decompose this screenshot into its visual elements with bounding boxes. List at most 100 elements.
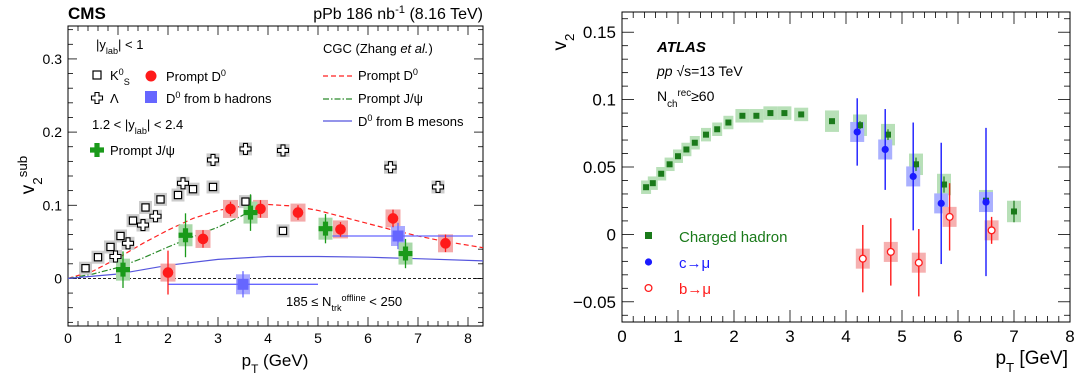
cms-header-right-part: -1: [395, 4, 405, 16]
atlas-multiplicity-label-part: rec: [677, 88, 691, 99]
cms-y-tick-label: 0: [54, 270, 62, 286]
cms-x-tick-label: 0: [64, 330, 72, 346]
atlas-multiplicity-label-part: N: [657, 88, 667, 104]
cms-legend-d0-from-b-part: from b hadrons: [180, 91, 272, 106]
cms-legend-k0s-part: S: [124, 77, 130, 87]
cms-legend-prompt-d0: Prompt D0: [166, 68, 226, 84]
atlas-x-tick-label: 1: [673, 327, 682, 346]
atlas-x-tick-label: 6: [953, 327, 962, 346]
cms-header-left: CMS: [68, 4, 106, 23]
atlas-y-tick-label: 0.1: [592, 91, 616, 110]
cms-plot-frame: [67, 25, 484, 327]
cms-lambda-point: [149, 210, 162, 223]
cms-theory-title-part: et al.: [400, 41, 428, 56]
cms-x-tick-label: 6: [364, 330, 372, 346]
cms-multiplicity-label-part: < 250: [366, 294, 403, 309]
cms-x-axis-label-part: p: [242, 351, 251, 370]
cms-y-tick-label: 0.2: [43, 124, 63, 140]
atlas-energy-label: pp √s=13 TeV: [656, 63, 743, 79]
cms-legend-prompt-jpsi: Prompt J/ψ: [110, 143, 175, 158]
atlas-charged-point: [767, 110, 774, 117]
cms-d0-from-b-point: [237, 278, 249, 290]
cms-legend-k0s-part: K: [110, 68, 119, 83]
cms-prompt-jpsi-point: [116, 262, 130, 277]
atlas-b-mu-point: [858, 254, 867, 263]
cms-x-tick-label: 4: [264, 330, 272, 346]
atlas-charged-point: [857, 122, 863, 129]
cms-multiplicity-label-part: 185 ≤ N: [286, 294, 331, 309]
cms-k0s-point: [128, 216, 138, 225]
cms-legend-d0-from-b-part: 0: [175, 90, 180, 100]
cms-legend-cgc-d0: Prompt D0: [358, 67, 418, 83]
cms-x-axis-label: pT (GeV): [242, 351, 309, 376]
atlas-x-tick-label: 0: [617, 327, 626, 346]
cms-y-tick-label: 0.3: [43, 51, 63, 67]
atlas-x-tick-label: 4: [841, 327, 850, 346]
atlas-header-part: ATLAS: [656, 39, 706, 56]
cms-theory-curve: [67, 255, 484, 279]
cms-legend-prompt-jpsi-marker: [90, 143, 104, 157]
cms-rapidity-1-part: | < 1: [118, 37, 143, 52]
atlas-y-tick-label: −0.05: [573, 293, 616, 312]
cms-legend-cgc-jpsi-part: Prompt J/ψ: [358, 91, 423, 106]
cms-legend-cgc-bd0-part: from B mesons: [372, 114, 464, 129]
cms-legend-prompt-d0-marker: [145, 70, 157, 82]
atlas-multiplicity-label-part: ≥60: [691, 88, 714, 104]
cms-legend-lambda-marker: [90, 91, 104, 105]
atlas-multiplicity-label-part: ch: [667, 99, 677, 110]
cms-legend-prompt-d0-part: 0: [221, 68, 226, 78]
atlas-charged-point: [739, 112, 746, 119]
cms-k0s-point: [93, 253, 103, 262]
cms-lambda-point: [121, 237, 135, 250]
cms-legend-k0s-part: 0: [119, 67, 124, 77]
cms-multiplicity-label: 185 ≤ Ntrkoffline < 250: [286, 293, 402, 313]
atlas-y-tick-label: 0.15: [583, 23, 616, 42]
cms-multiplicity-label-part: trk: [331, 303, 342, 313]
atlas-legend-b-mu: b→μ: [679, 281, 711, 298]
atlas-legend-c-mu: c→μ: [679, 255, 710, 272]
cms-legend-k0s: K0S: [110, 67, 130, 87]
cms-x-axis-label-part: (GeV): [258, 351, 308, 370]
atlas-charged-point: [683, 146, 690, 153]
cms-x-tick-label: 3: [214, 330, 222, 346]
cms-header-right-part: (8.16 TeV): [405, 6, 483, 23]
atlas-legend-b-mu-marker: [644, 283, 653, 293]
cms-k0s-point: [81, 263, 90, 273]
cms-lambda-point: [206, 153, 220, 166]
cms-x-tick-label: 2: [164, 330, 172, 346]
cms-rapidity-1-part: lab: [106, 46, 118, 56]
cms-d0-from-b-point: [392, 230, 404, 242]
cms-prompt-jpsi-point: [318, 221, 333, 236]
atlas-charged-point: [798, 111, 805, 118]
cms-x-tick-label: 7: [414, 330, 422, 346]
cms-legend-d0-from-b-marker: [145, 91, 157, 103]
cms-legend-cgc-d0-part: 0: [413, 67, 418, 77]
atlas-c-mu-point: [909, 172, 917, 181]
cms-rapidity-1: |ylab| < 1: [96, 37, 143, 56]
cms-prompt-d0-point: [387, 213, 399, 224]
cms-legend-lambda-part: Λ: [110, 91, 119, 106]
atlas-charged-point: [643, 184, 650, 191]
atlas-y-tick-label: 0.05: [583, 158, 616, 177]
atlas-c-mu-point: [937, 199, 945, 207]
cms-lambda-point: [239, 142, 252, 155]
atlas-c-mu-point: [982, 198, 990, 206]
atlas-charged-point: [675, 153, 681, 160]
atlas-x-tick-label: 5: [897, 327, 906, 346]
atlas-charged-point: [658, 170, 665, 177]
atlas-energy-label-part: pp: [656, 63, 673, 79]
cms-prompt-jpsi-point: [178, 228, 193, 243]
cms-k0s-point: [188, 184, 198, 194]
atlas-charged-point: [691, 139, 698, 146]
cms-prompt-jpsi-point: [398, 246, 413, 261]
atlas-b-mu-point: [987, 226, 996, 235]
cms-rapidity-2: 1.2 < |ylab| < 2.4: [92, 117, 183, 136]
cms-y-axis-label: v2sub: [15, 156, 45, 194]
atlas-legend-charged-marker: [645, 232, 652, 239]
cms-theory-title-part: CGC (Zhang: [323, 41, 400, 56]
atlas-x-tick-label: 2: [729, 327, 738, 346]
cms-x-tick-label: 5: [314, 330, 322, 346]
cms-legend-cgc-bd0: D0 from B mesons: [358, 113, 464, 129]
cms-legend-prompt-d0-part: Prompt D: [166, 69, 221, 84]
